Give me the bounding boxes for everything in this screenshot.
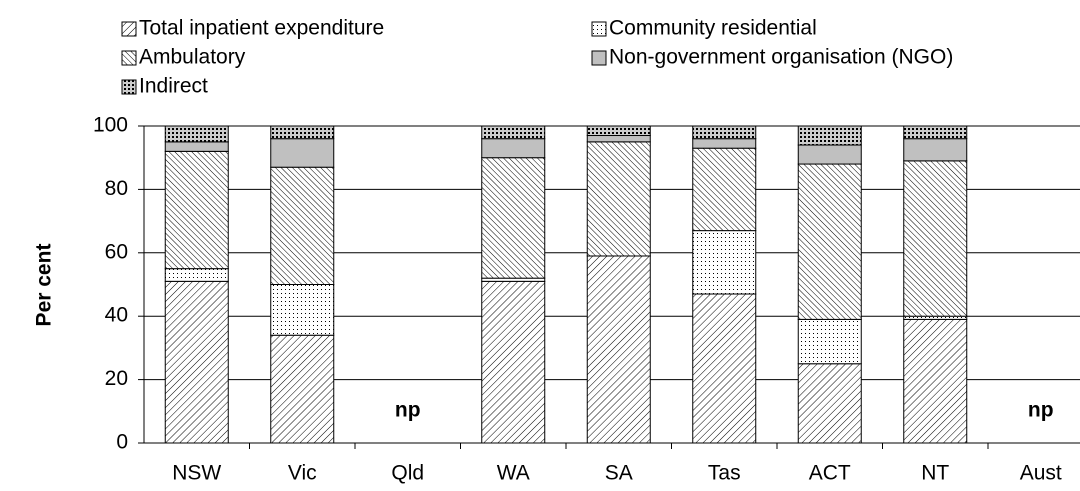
bar-segment (692, 138, 757, 149)
y-tick-label: 100 (93, 114, 128, 137)
bar-segment (164, 150, 229, 270)
bar-segment (270, 166, 335, 286)
bar-segment (797, 318, 862, 365)
bar-segment (270, 284, 335, 336)
bar-segment (797, 144, 862, 165)
y-tick-label: 80 (105, 177, 128, 200)
legend-swatch (121, 50, 137, 66)
legend-swatch (121, 79, 137, 95)
bar-segment (586, 135, 651, 143)
legend-swatch (121, 21, 137, 37)
bar-segment (903, 138, 968, 162)
bar-segment (797, 363, 862, 444)
x-tick-label: Qld (391, 462, 424, 485)
x-tick-label: NSW (172, 462, 221, 485)
x-tick-label: ACT (809, 462, 851, 485)
bar-segment (481, 157, 546, 279)
bar-segment (270, 125, 335, 140)
bar-segment (164, 141, 229, 152)
bar-segment (903, 160, 968, 317)
annotation: np (395, 399, 421, 422)
x-tick-label: SA (605, 462, 633, 485)
x-tick-label: WA (497, 462, 530, 485)
y-axis-label: Per cent (33, 244, 56, 327)
annotation: np (1028, 399, 1054, 422)
bar-segment (797, 125, 862, 146)
bar-segment (586, 125, 651, 137)
bar-segment (481, 280, 546, 444)
x-tick-label: Vic (288, 462, 317, 485)
bar-segment (586, 255, 651, 444)
bar-segment (164, 268, 229, 282)
legend-label: Non-government organisation (NGO) (609, 46, 953, 69)
legend-label: Indirect (139, 75, 208, 98)
bar-segment (270, 334, 335, 444)
y-tick-label: 40 (105, 304, 128, 327)
bar-segment (692, 125, 757, 140)
bar-segment (692, 230, 757, 295)
x-tick-label: NT (921, 462, 949, 485)
legend-label: Community residential (609, 17, 817, 40)
legend-label: Ambulatory (139, 46, 246, 69)
bar-segment (797, 163, 862, 320)
legend-swatch (591, 21, 607, 37)
y-tick-label: 0 (116, 431, 128, 454)
bar-segment (164, 280, 229, 444)
x-tick-label: Tas (708, 462, 741, 485)
y-tick-label: 20 (105, 367, 128, 390)
bar-segment (903, 125, 968, 140)
legend-swatch (591, 50, 607, 66)
bar-segment (481, 138, 546, 159)
bar-segment (164, 125, 229, 143)
bar-segment (692, 147, 757, 232)
bar-segment (903, 318, 968, 444)
y-tick-label: 60 (105, 240, 128, 263)
bar-segment (270, 138, 335, 168)
bar-segment (481, 125, 546, 140)
x-tick-label: Aust (1020, 462, 1062, 485)
legend-label: Total inpatient expenditure (139, 17, 384, 40)
bar-segment (692, 293, 757, 444)
bar-segment (586, 141, 651, 257)
